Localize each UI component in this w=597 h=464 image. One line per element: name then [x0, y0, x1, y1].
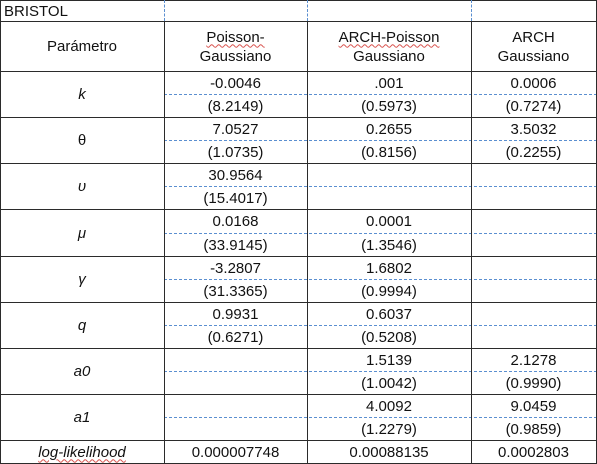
- table-cell: [471, 257, 596, 279]
- header-arch-gaussiano: ARCH Gaussiano: [471, 22, 596, 71]
- inner-dashed-line: [164, 94, 597, 95]
- table-cell: (1.3546): [361, 236, 417, 254]
- col-divider: [164, 21, 165, 464]
- header-line: Gaussiano: [353, 47, 425, 65]
- table-cell: 3.5032: [510, 120, 557, 138]
- table-cell: (8.2149): [207, 97, 264, 115]
- table-cell: 1.6802: [366, 259, 412, 277]
- row-separator: [0, 117, 597, 118]
- inner-dashed-line: [164, 140, 597, 141]
- header-line: ARCH-Poisson: [338, 28, 440, 46]
- table-cell: 30.9564: [208, 166, 263, 184]
- table-cell: 0.0001: [366, 213, 412, 230]
- table-cell: 0.0168: [212, 213, 259, 230]
- table-cell: (15.4017): [203, 189, 268, 207]
- table-cell: 4.0092: [366, 397, 412, 415]
- table-cell: [307, 187, 471, 209]
- table-cell: (0.5973): [361, 97, 417, 115]
- param-label: a1: [73, 409, 91, 426]
- table-cell: [471, 326, 596, 348]
- title-col-divider: [164, 0, 165, 21]
- table-cell: (0.9994): [361, 282, 417, 300]
- table-cell: 9.0459: [510, 397, 557, 415]
- header-param: Parámetro: [46, 38, 118, 55]
- table-cell: 7.0527: [212, 120, 259, 138]
- table-cell: (0.6271): [207, 328, 264, 346]
- table-cell: 0.000007748: [191, 443, 280, 461]
- title-col-divider: [307, 0, 308, 21]
- row-separator: [0, 348, 597, 349]
- row-separator: [0, 256, 597, 257]
- table-cell: (1.0042): [361, 374, 417, 392]
- table-cell: 0.9931: [212, 305, 259, 323]
- header-line: Gaussiano: [497, 47, 570, 65]
- table-cell: (1.2279): [361, 420, 417, 438]
- inner-dashed-line: [164, 417, 597, 418]
- table-cell: (0.8156): [361, 143, 417, 161]
- table-cell: -0.0046: [210, 74, 261, 92]
- row-separator: [0, 163, 597, 164]
- param-label: γ: [78, 271, 86, 288]
- table-cell: 1.5139: [366, 351, 412, 369]
- table-cell: 0.0006: [510, 74, 557, 92]
- table-cell: 0.2655: [366, 120, 412, 138]
- param-label: q: [77, 317, 87, 334]
- inner-dashed-line: [164, 325, 597, 326]
- header-line: Gaussiano: [199, 47, 272, 65]
- table-cell: (0.2255): [505, 143, 562, 161]
- inner-dashed-line: [164, 371, 597, 372]
- param-label: υ: [77, 178, 87, 195]
- table-cell: 0.00088135: [349, 443, 429, 461]
- table-cell: (33.9145): [203, 236, 268, 254]
- table-cell: [164, 349, 307, 371]
- inner-dashed-line: [164, 233, 597, 234]
- loglik-label-text: log-likelihood: [38, 443, 126, 461]
- table-cell: [471, 280, 596, 302]
- table-cell: [471, 187, 596, 209]
- table-cell: (31.3365): [203, 282, 268, 300]
- row-separator: [0, 440, 597, 441]
- table-cell: [164, 372, 307, 394]
- param-label: θ: [77, 132, 87, 149]
- table-cell: [471, 164, 596, 186]
- table-title: BRISTOL: [4, 2, 68, 20]
- table-cell: -3.2807: [210, 259, 261, 277]
- table-cell: (1.0735): [207, 143, 264, 161]
- table-cell: (0.9859): [505, 420, 562, 438]
- table-cell: (0.7274): [505, 97, 562, 115]
- row-separator: [0, 21, 597, 22]
- param-label: k: [78, 86, 86, 103]
- table-cell: 0.0002803: [498, 443, 569, 461]
- table-cell: [471, 210, 596, 233]
- table-cell: [471, 234, 596, 256]
- header-arch-poisson-gaussiano: ARCH-Poisson Gaussiano: [307, 22, 471, 71]
- table-cell: (0.9990): [505, 374, 562, 392]
- table-cell: (0.5208): [361, 328, 417, 346]
- row-separator: [0, 71, 597, 72]
- param-label: a0: [73, 363, 91, 380]
- header-line: ARCH: [512, 28, 555, 46]
- table-cell: [164, 395, 307, 417]
- title-col-divider: [471, 0, 472, 21]
- param-label: μ: [77, 224, 87, 242]
- header-poisson-gaussiano: Poisson- Gaussiano: [164, 22, 307, 71]
- table-cell: 0.6037: [366, 305, 412, 323]
- col-divider: [471, 21, 472, 464]
- table-cell: .001: [374, 74, 404, 92]
- table-left-border: [0, 0, 1, 464]
- inner-dashed-line: [164, 279, 597, 280]
- col-divider: [307, 21, 308, 464]
- inner-dashed-line: [164, 186, 597, 187]
- row-separator: [0, 394, 597, 395]
- table-cell: [471, 303, 596, 325]
- table-cell: [164, 418, 307, 440]
- table-cell: 2.1278: [510, 351, 557, 369]
- row-separator: [0, 209, 597, 210]
- table-top-border: [0, 0, 597, 1]
- row-separator: [0, 302, 597, 303]
- loglik-label: log-likelihood: [0, 441, 164, 463]
- header-line: Poisson-: [206, 28, 265, 46]
- table-cell: [307, 164, 471, 186]
